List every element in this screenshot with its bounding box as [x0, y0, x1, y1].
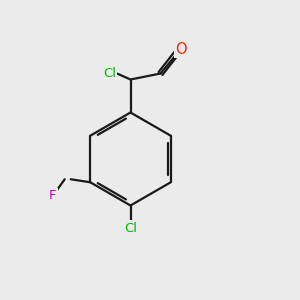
Text: Cl: Cl: [103, 67, 116, 80]
Text: F: F: [49, 189, 56, 202]
Text: Cl: Cl: [124, 221, 137, 235]
Text: O: O: [175, 42, 186, 57]
